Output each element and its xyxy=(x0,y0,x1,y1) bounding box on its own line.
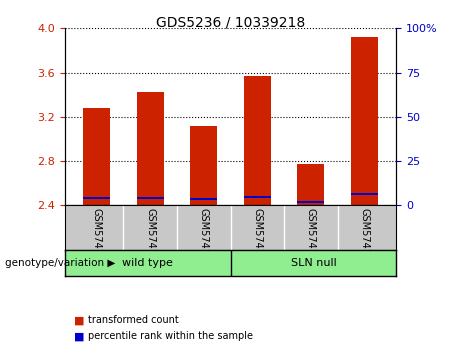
Text: transformed count: transformed count xyxy=(88,315,178,325)
Text: genotype/variation ▶: genotype/variation ▶ xyxy=(5,258,115,268)
Bar xyxy=(137,92,164,205)
Bar xyxy=(297,164,324,205)
Text: GSM574102: GSM574102 xyxy=(199,207,209,267)
Bar xyxy=(83,197,110,199)
Text: wild type: wild type xyxy=(122,258,173,268)
Bar xyxy=(83,108,110,205)
Bar xyxy=(190,198,217,200)
Bar xyxy=(244,76,271,205)
Bar xyxy=(137,197,164,199)
Bar xyxy=(297,201,324,203)
Text: GSM574104: GSM574104 xyxy=(306,207,316,267)
Text: GSM574105: GSM574105 xyxy=(359,207,369,267)
Text: ■: ■ xyxy=(74,315,84,325)
Text: GDS5236 / 10339218: GDS5236 / 10339218 xyxy=(156,16,305,30)
Bar xyxy=(351,37,378,205)
Bar xyxy=(244,195,271,198)
Bar xyxy=(190,126,217,205)
Text: SLN null: SLN null xyxy=(290,258,337,268)
Text: GSM574101: GSM574101 xyxy=(145,207,155,267)
Text: ■: ■ xyxy=(74,331,84,341)
Text: GSM574103: GSM574103 xyxy=(252,207,262,267)
Text: percentile rank within the sample: percentile rank within the sample xyxy=(88,331,253,341)
Text: GSM574100: GSM574100 xyxy=(92,207,102,267)
Bar xyxy=(351,193,378,195)
